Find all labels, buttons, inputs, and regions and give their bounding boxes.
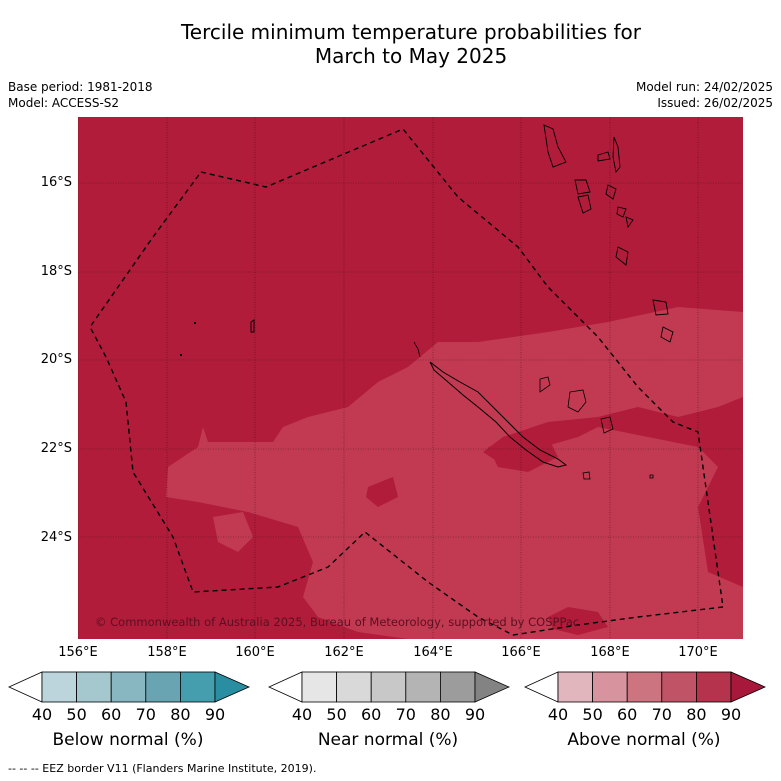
loyalty-island-2 (567, 389, 587, 413)
lon-tick-160e: 160°E (235, 645, 275, 660)
colorbar-above-normal (524, 671, 766, 703)
probability-band-80-patch-2 (366, 477, 398, 507)
colorbar-near-segment (370, 671, 407, 703)
base-period: Base period: 1981-2018 (8, 80, 153, 94)
colorbar-near-tick: 60 (361, 705, 382, 724)
loyalty-island-1 (539, 376, 551, 393)
lon-tick-166e: 166°E (501, 645, 541, 660)
colorbar-near-segment (439, 671, 476, 703)
colorbar-below-normal (8, 671, 250, 703)
vanuatu-islands (543, 124, 674, 343)
probability-map: © Commonwealth of Australia 2025, Bureau… (78, 117, 743, 639)
colorbar-below-lower-extend (8, 671, 43, 703)
colorbar-near-lower-extend (268, 671, 303, 703)
colorbar-below-tick: 50 (66, 705, 87, 724)
title-line-2: March to May 2025 (314, 44, 508, 68)
colorbar-near-segment (301, 671, 337, 703)
lon-tick-162e: 162°E (324, 645, 364, 660)
colorbar-below-tick: 70 (135, 705, 156, 724)
lat-tick-16s: 16°S (40, 175, 72, 190)
colorbar-below-segment (145, 671, 181, 703)
colorbar-above-tick: 40 (547, 705, 569, 724)
lon-tick-156e: 156°E (58, 645, 98, 660)
colorbar-below-tick: 60 (101, 705, 122, 724)
colorbar-near-tick: 90 (464, 705, 486, 724)
colorbar-near-tick: 50 (326, 705, 347, 724)
issued-date: Issued: 26/02/2025 (657, 96, 773, 110)
meta-left: Base period: 1981-2018 Model: ACCESS-S2 (8, 79, 153, 111)
eez-border (89, 128, 724, 636)
colorbar-near-segment (405, 671, 441, 703)
small-islet-3 (180, 354, 182, 356)
meta-right: Model run: 24/02/2025 Issued: 26/02/2025 (636, 79, 773, 111)
colorbar-below-segment (41, 671, 77, 703)
colorbar-below-segment (76, 671, 112, 703)
matthew-island (649, 474, 654, 479)
colorbar-near-normal (268, 671, 510, 703)
colorbar-above-tick: 90 (720, 705, 742, 724)
new-caledonia-island (429, 361, 568, 468)
belep-islands (413, 341, 421, 358)
isle-of-pines (582, 471, 591, 480)
lon-tick-170e: 170°E (678, 645, 718, 660)
colorbar-above-tick: 80 (686, 705, 707, 724)
colorbar-near-upper-extend (474, 671, 510, 703)
chart-title: Tercile minimum temperature probabilitie… (0, 20, 781, 68)
probability-band-70-80 (166, 307, 743, 639)
footer-legend: -- -- -- EEZ border V11 (Flanders Marine… (8, 762, 317, 775)
small-islet-2 (250, 319, 255, 333)
small-islet-1 (194, 322, 196, 324)
colorbar-above-tick: 50 (582, 705, 603, 724)
lat-tick-24s: 24°S (40, 530, 72, 545)
colorbar-above-upper-extend (730, 671, 766, 703)
colorbar-above-segment (592, 671, 628, 703)
colorbar-above-tick: 70 (651, 705, 672, 724)
colorbar-below-tick: 80 (170, 705, 191, 724)
model-run: Model run: 24/02/2025 (635, 80, 773, 94)
colorbar-above-segment (557, 671, 593, 703)
colorbar-near-segment (336, 671, 372, 703)
colorbar-above-tick: 60 (617, 705, 638, 724)
colorbar-above-lower-extend (524, 671, 559, 703)
colorbar-title-below: Below normal (%) (52, 730, 204, 750)
loyalty-island-3 (600, 416, 614, 434)
model-name: Model: ACCESS-S2 (8, 96, 120, 110)
colorbar-near-tick: 70 (395, 705, 416, 724)
colorbar-above-segment (661, 671, 697, 703)
colorbar-above-segment (695, 671, 732, 703)
lat-tick-20s: 20°S (40, 352, 72, 367)
probability-band-70-patch-small (213, 512, 253, 552)
lat-tick-18s: 18°S (40, 264, 72, 279)
probability-band-80-patch-3 (548, 607, 608, 635)
colorbar-below-segment (110, 671, 147, 703)
colorbar-above-segment (626, 671, 663, 703)
graticule (78, 117, 743, 639)
probability-band-80-patch-1 (488, 437, 558, 472)
lon-tick-158e: 158°E (147, 645, 187, 660)
colorbar-below-tick: 90 (204, 705, 226, 724)
lat-tick-22s: 22°S (40, 441, 72, 456)
colorbar-near-tick: 40 (291, 705, 313, 724)
colorbar-near-tick: 80 (430, 705, 451, 724)
colorbar-below-tick: 40 (31, 705, 53, 724)
colorbar-below-segment (179, 671, 216, 703)
title-line-1: Tercile minimum temperature probabilitie… (180, 20, 642, 44)
map-copyright: © Commonwealth of Australia 2025, Bureau… (95, 615, 579, 629)
colorbar-title-above: Above normal (%) (567, 730, 721, 750)
colorbar-below-upper-extend (214, 671, 250, 703)
lon-tick-168e: 168°E (590, 645, 630, 660)
lon-tick-164e: 164°E (413, 645, 453, 660)
colorbar-title-near: Near normal (%) (317, 730, 459, 750)
